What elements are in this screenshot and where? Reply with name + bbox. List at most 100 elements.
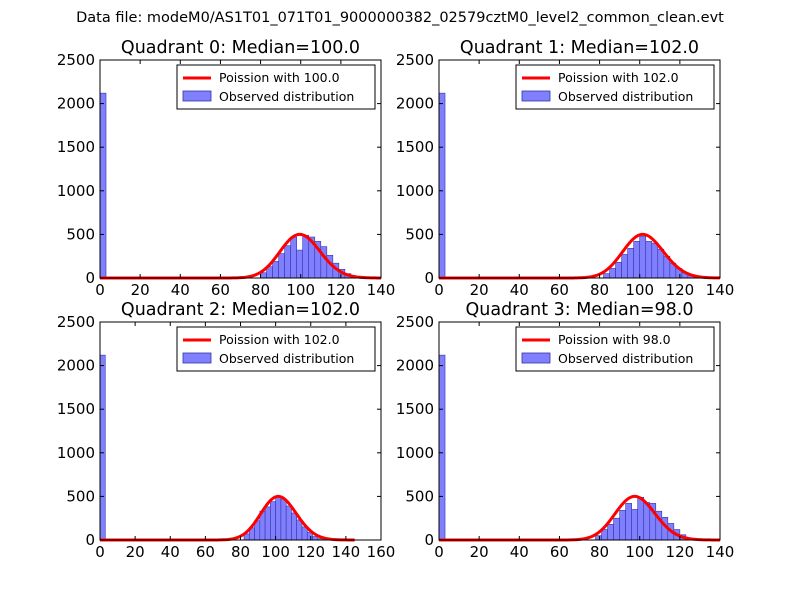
histogram-bar <box>621 254 628 279</box>
histogram-bar <box>639 235 647 279</box>
x-tick-label: 120 <box>666 543 695 561</box>
histogram-bar <box>302 234 310 279</box>
x-tick-label: 120 <box>666 281 695 299</box>
y-tick-label: 500 <box>405 487 434 505</box>
legend-bar-label: Observed distribution <box>219 89 354 104</box>
histogram-bar <box>613 517 620 541</box>
y-tick-label: 2000 <box>57 95 95 113</box>
legend-bar-swatch <box>182 90 212 102</box>
x-tick-label: 100 <box>625 543 654 561</box>
x-tick-label: 0 <box>434 543 444 561</box>
quadrant-2-panel: Quadrant 2: Median=102.0 0 20 40 60 80 100 120 1… <box>57 300 396 561</box>
x-tick-label: 40 <box>171 281 190 299</box>
histogram-bar <box>99 92 107 279</box>
histogram-bar <box>285 505 292 541</box>
x-tick-label: 60 <box>550 543 569 561</box>
x-tick-label: 120 <box>327 281 356 299</box>
histogram-bar <box>275 496 282 541</box>
x-tick-label: 40 <box>510 543 529 561</box>
axes-frame <box>99 59 382 279</box>
x-tick-label: 80 <box>231 543 250 561</box>
x-tick-label: 140 <box>367 281 396 299</box>
histogram-bar <box>280 498 287 541</box>
histogram-bar <box>603 273 610 279</box>
quadrant-0-panel: Quadrant 0: Median=100.0 0 20 40 60 80 100 120 1… <box>57 38 396 299</box>
y-tick-label: 2500 <box>57 313 95 331</box>
x-tick-label: 60 <box>196 543 215 561</box>
axes-frame <box>438 321 721 541</box>
legend-bar-swatch <box>182 352 212 364</box>
y-tick-label: 1500 <box>57 400 95 418</box>
axes-frame <box>438 59 721 279</box>
panel-title: Quadrant 1: Median=102.0 <box>460 38 699 58</box>
histogram-bar <box>631 509 639 541</box>
x-tick-label: 80 <box>590 281 609 299</box>
histogram-bar <box>657 248 665 279</box>
x-tick-label: 80 <box>590 543 609 561</box>
y-tick-label: 2500 <box>396 51 434 69</box>
quadrant-1-panel: Quadrant 1: Median=102.0 0 20 40 60 80 100 120 1… <box>396 38 735 299</box>
histogram-bar <box>637 496 645 541</box>
histogram-bar <box>296 249 304 279</box>
histogram-bar <box>290 236 297 279</box>
y-tick-label: 0 <box>85 531 95 549</box>
x-tick-label: 20 <box>126 543 145 561</box>
histogram-bar <box>627 248 634 279</box>
x-tick-label: 100 <box>286 281 315 299</box>
legend-box <box>176 64 376 110</box>
x-tick-label: 20 <box>470 543 489 561</box>
x-tick-label: 40 <box>161 543 180 561</box>
figure-suptitle: Data file: modeM0/AS1T01_071T01_90000003… <box>76 10 724 26</box>
y-tick-label: 1500 <box>396 400 434 418</box>
y-tick-label: 1500 <box>396 138 434 156</box>
histogram-bar <box>438 92 446 279</box>
x-tick-label: 40 <box>510 281 529 299</box>
y-tick-label: 0 <box>424 269 434 287</box>
y-tick-label: 1000 <box>57 182 95 200</box>
x-tick-label: 160 <box>367 543 396 561</box>
legend: Poission with 102.0 Observed distribution <box>515 64 715 110</box>
legend-bar-label: Observed distribution <box>558 89 693 104</box>
x-tick-label: 140 <box>332 543 361 561</box>
y-tick-label: 500 <box>66 225 95 243</box>
legend-box <box>515 64 715 110</box>
panel-title: Quadrant 0: Median=100.0 <box>121 38 360 58</box>
histogram-bar <box>260 272 267 279</box>
poisson-curve <box>100 494 355 542</box>
x-tick-label: 0 <box>434 281 444 299</box>
histogram-bar <box>607 524 614 541</box>
y-tick-label: 500 <box>405 225 434 243</box>
x-tick-label: 0 <box>95 281 105 299</box>
legend-line-label: Poission with 102.0 <box>219 332 340 347</box>
legend: Poission with 102.0 Observed distribution <box>176 326 376 372</box>
quadrant-3-panel: Quadrant 3: Median=98.0 0 20 40 60 80 100 120 14… <box>396 300 735 561</box>
histogram-bar <box>296 519 303 541</box>
y-tick-label: 2000 <box>396 357 434 375</box>
poisson-curve <box>100 232 382 280</box>
legend-bar-label: Observed distribution <box>219 351 354 366</box>
legend: Poission with 98.0 Observed distribution <box>515 326 715 372</box>
legend-bar-swatch <box>521 352 551 364</box>
legend-bar-swatch <box>521 90 551 102</box>
x-tick-label: 60 <box>550 281 569 299</box>
x-tick-label: 120 <box>296 543 325 561</box>
x-tick-label: 140 <box>706 281 735 299</box>
histogram-bar <box>272 261 279 279</box>
legend-box <box>515 326 715 372</box>
y-tick-label: 0 <box>424 531 434 549</box>
legend-line-label: Poission with 100.0 <box>219 70 340 85</box>
x-tick-label: 140 <box>706 543 735 561</box>
histogram-bar <box>595 535 602 541</box>
legend-box <box>176 326 376 372</box>
y-tick-label: 1000 <box>396 444 434 462</box>
histogram-bar <box>278 253 285 279</box>
panel-title: Quadrant 3: Median=98.0 <box>465 300 693 320</box>
histogram-bar <box>438 354 446 541</box>
histogram-bar <box>645 241 653 279</box>
y-tick-label: 1500 <box>57 138 95 156</box>
histogram-bar <box>312 536 319 541</box>
histogram-bar <box>609 268 616 279</box>
histogram-bar <box>615 262 622 279</box>
y-tick-label: 1000 <box>57 444 95 462</box>
y-tick-label: 2500 <box>396 313 434 331</box>
